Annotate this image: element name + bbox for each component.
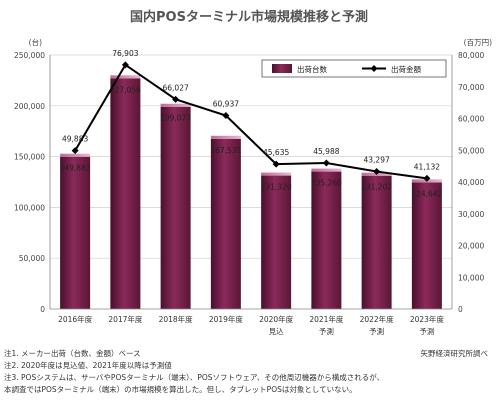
- bar-value-label: 227,056: [110, 85, 141, 94]
- x-axis-tick-sublabel: 予測: [419, 326, 434, 336]
- left-axis-tick-label: 250,000: [14, 51, 45, 60]
- right-axis-unit: (百万円): [464, 38, 492, 47]
- x-axis-tick-label: 2020年度: [259, 314, 294, 324]
- left-axis-tick-label: 200,000: [14, 102, 45, 111]
- bar-cap: [60, 153, 91, 157]
- bar: [60, 156, 91, 309]
- line-point: [272, 160, 280, 168]
- x-axis-tick-sublabel: 予測: [319, 326, 334, 336]
- line-point: [373, 168, 381, 176]
- line-value-label: 60,937: [213, 100, 239, 109]
- bar-value-label: 149,883: [60, 164, 91, 173]
- left-axis-tick-label: 100,000: [14, 203, 45, 212]
- right-axis-tick-label: 30,000: [458, 210, 484, 219]
- bar-cap: [210, 135, 241, 139]
- bar-cap: [311, 168, 342, 172]
- bar-cap: [261, 172, 292, 176]
- bar-value-label: 124,642: [411, 189, 442, 198]
- line-point: [172, 95, 180, 103]
- bar: [361, 175, 392, 309]
- legend-label-line: 出荷金額: [391, 64, 421, 74]
- line-series: [74, 63, 428, 180]
- legend-swatch-marker: [370, 65, 378, 72]
- line-value-label: 49,883: [62, 135, 88, 144]
- right-axis-tick-label: 50,000: [458, 146, 484, 155]
- bar-value-label: 135,260: [311, 179, 342, 188]
- right-axis-tick-label: 40,000: [458, 178, 484, 187]
- right-axis-tick-label: 10,000: [458, 273, 484, 282]
- line-value-label: 45,988: [313, 147, 339, 156]
- line-point: [71, 147, 79, 155]
- legend-box: [261, 59, 447, 78]
- bar: [411, 182, 442, 309]
- left-axis-tick-label: 150,000: [14, 153, 45, 162]
- left-axis-tick-label: 50,000: [19, 254, 45, 263]
- bar-value-label: 167,531: [210, 146, 241, 155]
- footnote: 注3. POSシステムは、サーバやPOSターミナル（端末）、POSソフトウェア、…: [4, 373, 385, 382]
- line-point: [222, 112, 230, 120]
- legend-swatch-bars: [272, 64, 292, 73]
- right-axis-tick-label: 0: [458, 305, 463, 314]
- left-axis-tick-label: 0: [40, 305, 45, 314]
- line-point: [423, 174, 431, 182]
- line-point: [121, 61, 129, 69]
- legend-label-bars: 出荷台数: [297, 64, 327, 74]
- bar-cap: [110, 75, 141, 79]
- x-axis-tick-label: 2023年度: [410, 314, 445, 324]
- right-axis-tick-label: 80,000: [458, 51, 484, 60]
- right-axis-tick-label: 70,000: [458, 83, 484, 92]
- bar: [160, 106, 191, 310]
- line-value-label: 45,635: [263, 148, 289, 157]
- x-axis-tick-label: 2019年度: [209, 314, 244, 324]
- x-axis-tick-label: 2016年度: [58, 314, 93, 324]
- left-axis-unit: (台): [29, 37, 42, 47]
- footnote: 注1. メーカー出荷（台数、金額）ベース: [4, 349, 141, 358]
- bar: [110, 78, 141, 310]
- bar-value-label: 131,320: [261, 183, 292, 192]
- footnotes: 注1. メーカー出荷（台数、金額）ベース 注2. 2020年度は見込値、2021…: [4, 348, 494, 396]
- footnote: 注2. 2020年度は見込値、2021年度以降は予測値: [4, 361, 172, 370]
- bar: [210, 138, 241, 309]
- bar-cap: [160, 103, 191, 107]
- bar: [311, 171, 342, 309]
- bar-value-label: 131,202: [361, 183, 392, 192]
- x-axis-tick-label: 2018年度: [159, 314, 194, 324]
- chart-canvas: 149,883 227,056 199,077 167,531 131,320 135,2…: [14, 37, 492, 336]
- x-axis-tick-sublabel: 見込: [269, 327, 284, 336]
- line-value-label: 76,903: [112, 49, 138, 58]
- line-point: [322, 159, 330, 167]
- line-value-label: 43,297: [364, 156, 390, 165]
- x-axis-tick-label: 2021年度: [309, 314, 344, 324]
- chart-title: 国内POSターミナル市場規模推移と予測: [130, 10, 368, 25]
- footnote: 本調査ではPOSターミナル（端末）の市場規模を算出した。但し、タブレットPOSは…: [4, 385, 357, 394]
- x-axis-tick-label: 2017年度: [108, 314, 143, 324]
- right-axis-tick-label: 60,000: [458, 115, 484, 124]
- x-axis-tick-label: 2022年度: [360, 314, 395, 324]
- bar: [261, 175, 292, 309]
- bar-value-label: 199,077: [160, 114, 191, 123]
- line-value-label: 66,027: [163, 83, 189, 92]
- x-axis-tick-sublabel: 予測: [369, 326, 384, 336]
- line-value-label: 41,132: [414, 162, 440, 171]
- source-note: 矢野経済研究所調べ: [420, 349, 489, 358]
- right-axis-tick-label: 20,000: [458, 242, 484, 251]
